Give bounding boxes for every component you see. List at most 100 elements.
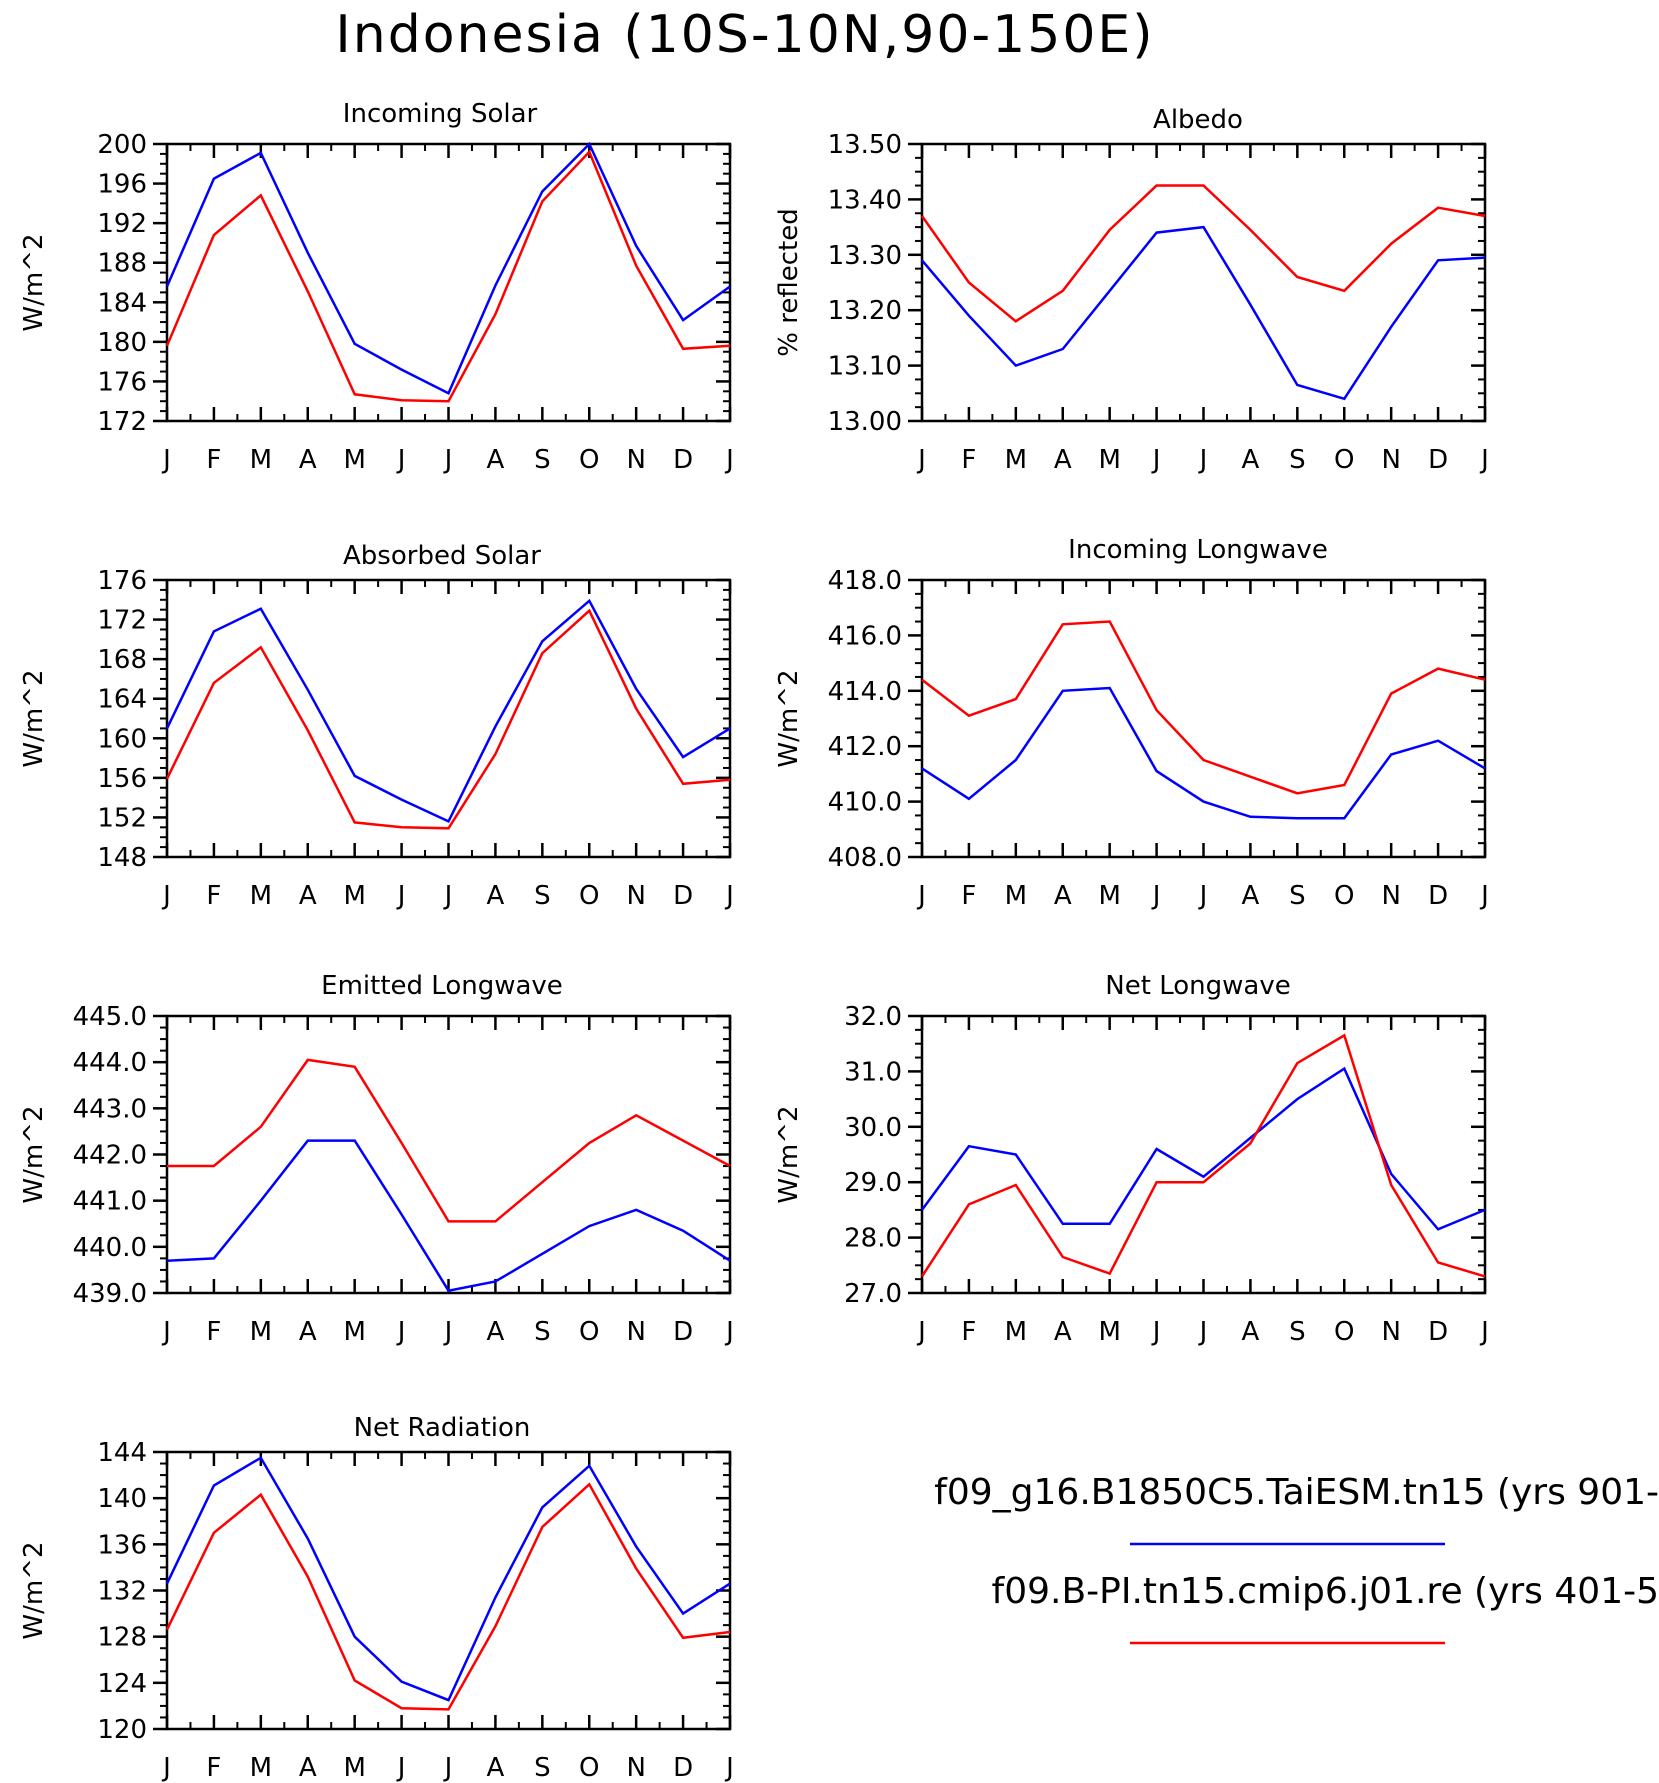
x-tick-label: A <box>487 1317 505 1347</box>
x-tick-label: J <box>916 881 926 911</box>
y-tick-label: 200 <box>97 130 147 160</box>
x-tick-label: A <box>1242 881 1260 911</box>
x-tick-label: M <box>343 1317 365 1347</box>
y-tick-label: 136 <box>97 1530 147 1560</box>
y-tick-label: 412.0 <box>828 732 902 762</box>
y-axis-label: % reflected <box>774 208 804 356</box>
x-tick-label: M <box>250 445 272 475</box>
y-tick-label: 128 <box>97 1623 147 1653</box>
x-tick-label: J <box>396 445 406 475</box>
x-tick-label: M <box>343 881 365 911</box>
x-tick-label: S <box>534 445 551 475</box>
x-tick-label: J <box>396 881 406 911</box>
x-tick-label: A <box>299 1753 317 1783</box>
x-tick-label: J <box>724 1317 734 1347</box>
y-tick-label: 416.0 <box>828 621 902 651</box>
series-line-red <box>167 1058 731 1223</box>
y-tick-label: 27.0 <box>844 1279 902 1309</box>
panel-title-incoming-solar: Incoming Solar <box>343 99 538 129</box>
x-tick-label: A <box>487 1753 505 1783</box>
x-tick-label: A <box>299 1317 317 1347</box>
x-tick-label: J <box>1151 1317 1161 1347</box>
y-tick-label: 184 <box>97 288 147 318</box>
y-tick-label: 30.0 <box>844 1113 902 1143</box>
x-tick-label: D <box>1428 445 1448 475</box>
x-tick-label: N <box>626 445 645 475</box>
y-tick-label: 152 <box>97 803 147 833</box>
y-tick-label: 442.0 <box>73 1141 147 1171</box>
y-tick-label: 31.0 <box>844 1057 902 1087</box>
series-line-blue <box>921 686 1486 820</box>
panel-title-net-longwave: Net Longwave <box>1105 971 1290 1001</box>
y-tick-label: 156 <box>97 764 147 794</box>
y-tick-label: 13.30 <box>828 241 902 271</box>
y-tick-label: 160 <box>97 724 147 754</box>
x-tick-label: J <box>724 881 734 911</box>
y-tick-label: 441.0 <box>73 1187 147 1217</box>
series-line-blue <box>165 1456 731 1702</box>
plot-frame <box>165 1450 732 1731</box>
x-tick-label: N <box>1381 1317 1400 1347</box>
x-tick-label: A <box>487 881 505 911</box>
y-tick-label: 13.00 <box>828 407 902 437</box>
x-tick-label: F <box>961 881 976 911</box>
x-tick-label: J <box>1151 881 1161 911</box>
x-tick-label: J <box>724 1753 734 1783</box>
y-tick-label: 196 <box>97 170 147 200</box>
x-tick-label: M <box>1005 445 1027 475</box>
x-tick-label: F <box>206 1753 221 1783</box>
x-tick-label: J <box>1198 445 1208 475</box>
x-tick-label: D <box>1428 1317 1448 1347</box>
y-tick-label: 168 <box>97 645 147 675</box>
series-line-blue <box>165 141 731 396</box>
y-axis-label: W/m^2 <box>19 669 49 767</box>
x-tick-label: M <box>343 445 365 475</box>
x-tick-label: O <box>1334 881 1354 911</box>
x-tick-label: M <box>1005 1317 1027 1347</box>
y-tick-label: 120 <box>97 1715 147 1745</box>
x-tick-label: N <box>1381 445 1400 475</box>
x-tick-label: J <box>443 1317 453 1347</box>
x-tick-label: O <box>1334 445 1354 475</box>
y-tick-label: 188 <box>97 249 147 279</box>
panel-title-net-radiation: Net Radiation <box>354 1413 531 1443</box>
x-tick-label: F <box>961 445 976 475</box>
plot-frame <box>920 1014 1487 1295</box>
x-tick-label: A <box>1242 445 1260 475</box>
y-tick-label: 439.0 <box>73 1279 147 1309</box>
x-tick-label: M <box>250 881 272 911</box>
y-tick-label: 13.40 <box>828 185 902 215</box>
series-line-blue <box>165 598 731 824</box>
legend-label-red: f09.B-PI.tn15.cmip6.j01.re (yrs 401-5 <box>992 1571 1659 1612</box>
x-tick-label: N <box>1381 881 1400 911</box>
y-tick-label: 180 <box>97 328 147 358</box>
y-tick-label: 192 <box>97 209 147 239</box>
x-tick-label: J <box>1198 1317 1208 1347</box>
x-tick-label: M <box>1098 445 1120 475</box>
y-axis-label: W/m^2 <box>774 1105 804 1203</box>
x-tick-label: J <box>916 1317 926 1347</box>
y-tick-label: 29.0 <box>844 1168 902 1198</box>
y-tick-label: 444.0 <box>73 1048 147 1078</box>
legend: f09_g16.B1850C5.TaiESM.tn15 (yrs 901- f0… <box>934 1472 1659 1645</box>
y-tick-label: 408.0 <box>828 843 902 873</box>
y-tick-label: 440.0 <box>73 1233 147 1263</box>
x-tick-label: N <box>626 881 645 911</box>
y-tick-label: 13.50 <box>828 130 902 160</box>
x-tick-label: M <box>250 1753 272 1783</box>
x-tick-label: S <box>1289 445 1306 475</box>
x-tick-label: S <box>534 1317 551 1347</box>
x-tick-label: J <box>443 1753 453 1783</box>
panel-title-albedo: Albedo <box>1153 105 1243 135</box>
x-tick-label: J <box>1479 881 1489 911</box>
y-tick-label: 132 <box>97 1577 147 1607</box>
x-tick-label: D <box>673 1753 693 1783</box>
x-tick-label: J <box>396 1317 406 1347</box>
x-tick-label: J <box>443 445 453 475</box>
series-line-red <box>165 608 731 830</box>
series-line-red <box>920 1033 1486 1278</box>
